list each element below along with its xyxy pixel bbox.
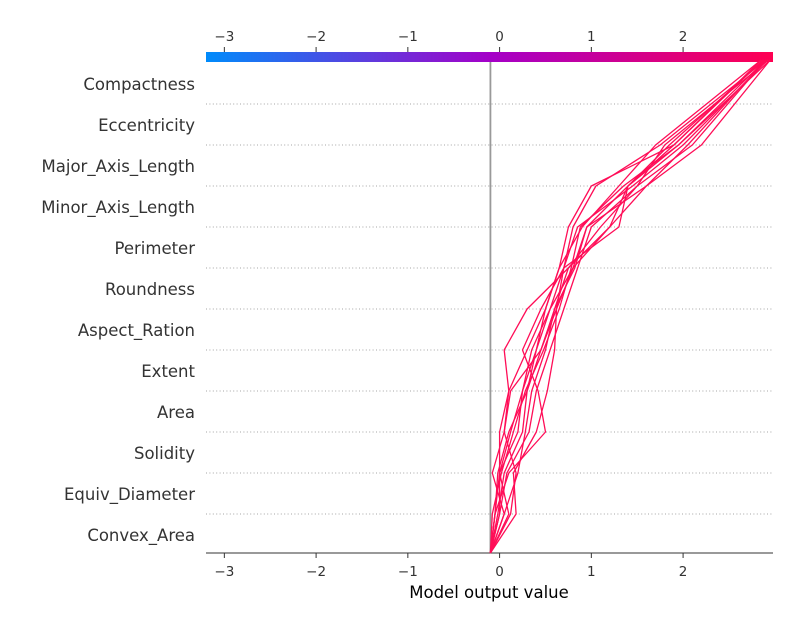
x-tick-label: 2 (679, 564, 688, 580)
top-tick-label: 0 (495, 29, 504, 45)
feature-label: Major_Axis_Length (42, 157, 195, 177)
decision-line (489, 59, 762, 554)
feature-label: Roundness (105, 280, 195, 299)
feature-labels: Compactness Eccentricity Major_Axis_Length… (41, 75, 195, 546)
decision-line (489, 59, 769, 554)
x-tick-label: −2 (306, 564, 326, 580)
top-tick-label: 1 (587, 29, 596, 45)
decision-line (489, 59, 762, 554)
x-axis: −3 −2 −1 0 1 2 (206, 552, 773, 580)
decision-line (489, 59, 764, 554)
feature-label: Compactness (83, 75, 195, 94)
decision-line (489, 59, 768, 554)
x-tick-label: −1 (398, 564, 418, 580)
top-tick-label: −3 (214, 29, 234, 45)
feature-label: Minor_Axis_Length (41, 198, 195, 218)
x-tick-label: 0 (495, 564, 504, 580)
x-axis-title: Model output value (409, 583, 569, 602)
colorbar: −3 −2 −1 0 1 2 (206, 29, 773, 62)
decision-line (489, 59, 771, 554)
top-tick-label: 2 (679, 29, 688, 45)
feature-label: Eccentricity (98, 116, 195, 135)
feature-label: Perimeter (114, 239, 195, 258)
feature-label: Equiv_Diameter (64, 485, 195, 505)
decision-line (489, 59, 771, 554)
decision-line (489, 59, 767, 554)
x-tick-label: −3 (214, 564, 234, 580)
top-tick-label: −1 (398, 29, 418, 45)
feature-label: Aspect_Ration (78, 321, 195, 341)
decision-line (489, 59, 765, 554)
top-tick-label: −2 (306, 29, 326, 45)
feature-label: Convex_Area (87, 526, 195, 546)
colorbar-gradient (206, 52, 773, 62)
x-tick-label: 1 (587, 564, 596, 580)
feature-label: Area (157, 403, 195, 422)
decision-line (489, 59, 767, 554)
feature-gridlines (206, 103, 773, 515)
feature-label: Solidity (134, 444, 195, 463)
feature-label: Extent (141, 362, 195, 381)
decision-lines (489, 59, 771, 554)
decision-line (489, 59, 767, 554)
decision-line (489, 59, 767, 554)
